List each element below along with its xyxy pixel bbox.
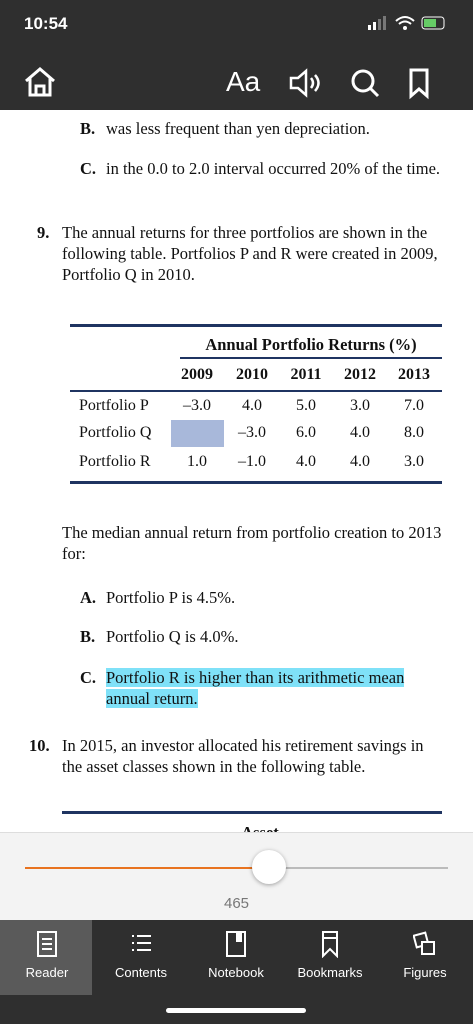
slider-progress [25, 867, 270, 869]
option-letter: C. [80, 668, 97, 687]
font-button[interactable]: Aa [226, 66, 261, 97]
table-rule [62, 811, 442, 814]
table-cell: –3.0 [238, 424, 266, 441]
top-bar [0, 0, 473, 110]
highlighted-option-text: Portfolio R is higher than its arithmeti… [106, 668, 405, 708]
option-text: in the 0.0 to 2.0 interval occurred 20% … [106, 159, 441, 178]
table-cell: 7.0 [404, 397, 424, 414]
table-rule [70, 390, 442, 392]
table-cell: 4.0 [296, 453, 316, 470]
table-cell: –1.0 [238, 453, 266, 470]
tab[interactable]: Contents [94, 920, 188, 995]
row-label: Portfolio Q [79, 424, 152, 441]
table-cell: 4.0 [350, 453, 370, 470]
table-cell: 4.0 [242, 397, 262, 414]
tab[interactable]: Figures [378, 920, 472, 995]
column-header: 2012 [344, 366, 376, 383]
column-header: 2013 [398, 366, 430, 383]
tab-label: Notebook [208, 965, 264, 980]
option-letter: B. [80, 627, 96, 646]
table-rule [70, 481, 442, 484]
table-cell: –3.0 [183, 397, 211, 414]
table-cell: 5.0 [296, 397, 316, 414]
slider-track [270, 867, 448, 869]
status-icons [368, 16, 445, 30]
table-cell: 8.0 [404, 424, 424, 441]
row-label: Portfolio R [79, 453, 151, 470]
table-cell: 1.0 [187, 453, 207, 470]
option-text: was less frequent than yen depreciation. [106, 119, 370, 138]
tab-label: Bookmarks [297, 965, 363, 980]
table-cell: 4.0 [350, 424, 370, 441]
question-text: The annual returns for three portfolios … [62, 223, 438, 284]
option-letter: C. [80, 159, 97, 178]
table-rule [180, 357, 442, 359]
table-cell: 6.0 [296, 424, 316, 441]
option-text: Portfolio Q is 4.0%. [106, 627, 239, 646]
option-text: Portfolio P is 4.5%. [106, 588, 236, 607]
slider-panel [0, 832, 473, 921]
question-stem: The median annual return from portfolio … [62, 523, 442, 563]
toolbar-icons[interactable] [288, 66, 438, 102]
column-header: 2010 [236, 366, 268, 383]
question-text: In 2015, an investor allocated his retir… [62, 736, 424, 776]
column-header: 2009 [181, 366, 213, 383]
table-cell: 3.0 [350, 397, 370, 414]
column-header: 2011 [290, 366, 322, 383]
tab-label: Contents [114, 965, 168, 980]
tab[interactable]: Bookmarks [283, 920, 377, 995]
table-title: Annual Portfolio Returns (%) [205, 335, 417, 354]
tab-label: Reader [25, 965, 69, 980]
tab[interactable]: Reader [0, 920, 94, 995]
question-number: 9. [37, 223, 50, 242]
blank-cell [171, 420, 224, 447]
option-letter: A. [80, 588, 97, 607]
table-cell: 3.0 [404, 453, 424, 470]
slider-thumb[interactable] [252, 850, 286, 884]
home-indicator [166, 1008, 306, 1013]
page-number: 465 [223, 895, 250, 912]
option-letter: B. [80, 119, 96, 138]
home-button[interactable] [22, 65, 62, 101]
time: 10:54 [24, 14, 68, 33]
table-rule [70, 324, 442, 327]
row-label: Portfolio P [79, 397, 149, 414]
tab-label: Figures [403, 965, 447, 980]
tab[interactable]: Notebook [189, 920, 283, 995]
question-number: 10. [29, 736, 50, 755]
